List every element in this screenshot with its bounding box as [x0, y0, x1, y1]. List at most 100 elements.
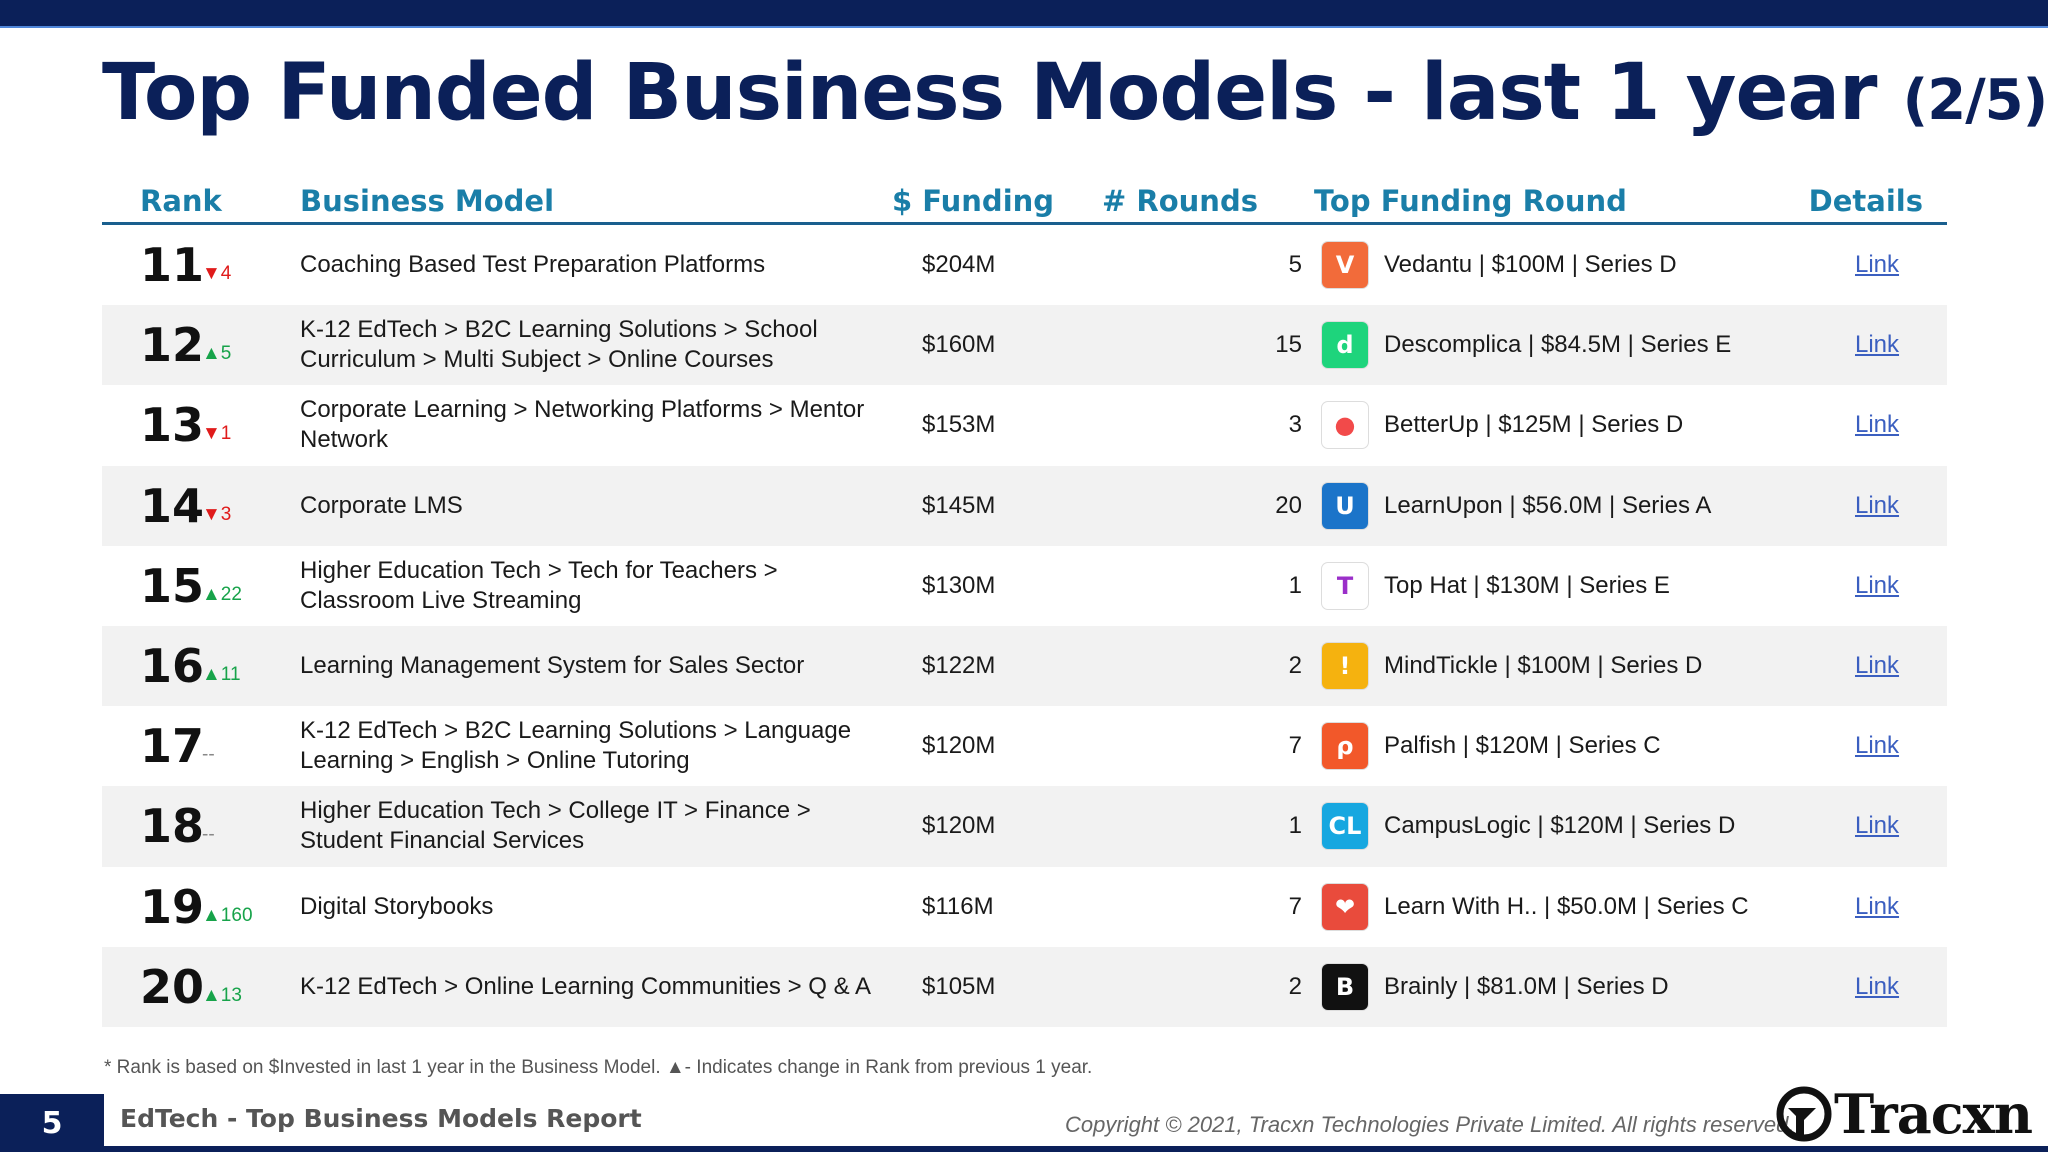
details-link[interactable]: Link: [1855, 892, 1900, 920]
top-funding-round: Vedantu | $100M | Series D: [1384, 251, 1677, 279]
table-row: 12 ▲5 K-12 EdTech > B2C Learning Solutions…: [102, 305, 1947, 386]
rounds-count-value: 3: [1288, 411, 1302, 439]
business-model-name: Digital Storybooks: [300, 892, 494, 920]
details-link[interactable]: Link: [1855, 812, 1900, 840]
palfish-logo-icon: ρ: [1322, 723, 1368, 770]
page-number: 5: [0, 1094, 104, 1152]
funding-amount: $153M: [922, 411, 996, 439]
funding-amount: $120M: [922, 812, 996, 840]
business-model-name: K-12 EdTech > B2C Learning Solutions > S…: [300, 316, 818, 374]
bottom-banner: [0, 1146, 2048, 1152]
learnwithhomer-logo-icon: ❤: [1322, 883, 1368, 930]
rank-number: 18: [140, 799, 205, 854]
table-row: 18 -- Higher Education Tech > College IT >…: [102, 786, 1947, 867]
title-page-indicator: (2/5): [1902, 68, 2048, 133]
details-link[interactable]: Link: [1855, 411, 1900, 439]
descomplica-logo-icon: d: [1322, 322, 1368, 369]
rank-change-indicator: ▲11: [202, 663, 241, 685]
details-link[interactable]: Link: [1855, 972, 1900, 1000]
rank-change-indicator: ▼4: [202, 262, 232, 284]
funding-amount: $120M: [922, 732, 996, 760]
details-link[interactable]: Link: [1855, 732, 1900, 760]
rank-number: 15: [140, 558, 205, 613]
rank-change-indicator: ▲160: [202, 904, 253, 926]
funding-amount: $116M: [922, 892, 994, 920]
rank-number: 20: [140, 959, 205, 1014]
rounds-count-value: 1: [1288, 812, 1302, 840]
details-link[interactable]: Link: [1855, 652, 1900, 680]
tracxn-mark-icon: [1776, 1086, 1832, 1142]
funding-amount: $105M: [922, 972, 996, 1000]
rounds-count: 1: [1177, 572, 1302, 600]
rank-number: 14: [140, 478, 205, 533]
funding-amount: $122M: [922, 652, 996, 680]
top-banner-accent: [0, 26, 2048, 28]
rounds-count: 7: [1177, 732, 1302, 760]
top-funding-round: Descomplica | $84.5M | Series E: [1384, 331, 1732, 359]
footnote: * Rank is based on $Invested in last 1 y…: [104, 1057, 1093, 1078]
top-funding-round: Palfish | $120M | Series C: [1384, 732, 1661, 760]
col-header-rounds: # Rounds: [1102, 184, 1258, 218]
top-banner: [0, 0, 2048, 26]
rounds-count-value: 1: [1288, 571, 1302, 599]
table-row: 20 ▲13 K-12 EdTech > Online Learning Commu…: [102, 946, 1947, 1027]
rank-change-indicator: ▲5: [202, 343, 232, 365]
tophat-logo-icon: T: [1322, 562, 1368, 609]
table-row: 13 ▼1 Corporate Learning > Networking Plat…: [102, 385, 1947, 465]
brainly-logo-icon: B: [1322, 963, 1368, 1010]
col-header-top-funding-round: Top Funding Round: [1314, 184, 1627, 218]
rounds-count-value: 15: [1275, 331, 1302, 359]
rank-change-indicator: --: [202, 744, 215, 766]
rank-change-indicator: ▼1: [202, 423, 232, 445]
top-funding-round: Brainly | $81.0M | Series D: [1384, 972, 1669, 1000]
rank-change-indicator: ▲22: [202, 583, 242, 605]
business-model-name: Coaching Based Test Preparation Platform…: [300, 251, 766, 279]
rounds-count: 15: [1177, 331, 1302, 359]
rounds-count: 3: [1177, 411, 1302, 439]
table-row: 14 ▼3 Corporate LMS $145M 20 U LearnUpon | $56…: [102, 465, 1947, 546]
col-header-funding: $ Funding: [892, 184, 1055, 218]
table-body: 11 ▼4 Coaching Based Test Preparation Plat…: [102, 225, 1947, 1027]
rank-number: 11: [140, 238, 205, 293]
rounds-count: 7: [1177, 893, 1302, 921]
betterup-logo-icon: ●: [1322, 402, 1368, 449]
table-row: 19 ▲160 Digital Storybooks $116M 7 ❤ Learn Wit…: [102, 867, 1947, 947]
top-funding-round: MindTickle | $100M | Series D: [1384, 652, 1703, 680]
details-link[interactable]: Link: [1855, 571, 1900, 599]
table-row: 11 ▼4 Coaching Based Test Preparation Plat…: [102, 225, 1947, 305]
rank-change-indicator: ▲13: [202, 984, 242, 1006]
page-title: Top Funded Business Models - last 1 year…: [102, 48, 2048, 138]
funding-amount: $145M: [922, 491, 996, 519]
col-header-details: Details: [1808, 184, 1923, 218]
copyright-notice: Copyright © 2021, Tracxn Technologies Pr…: [1065, 1112, 1795, 1137]
rounds-count: 5: [1177, 251, 1302, 279]
rank-number: 13: [140, 398, 205, 453]
brand-name: Tracxn: [1834, 1082, 2033, 1146]
vedantu-logo-icon: V: [1322, 242, 1368, 289]
funding-amount: $160M: [922, 331, 996, 359]
details-link[interactable]: Link: [1855, 491, 1900, 519]
rank-number: 19: [140, 879, 205, 934]
top-funding-round: Top Hat | $130M | Series E: [1384, 571, 1670, 599]
rounds-count-value: 5: [1288, 251, 1302, 279]
rank-change-indicator: ▼3: [202, 503, 232, 525]
table-row: 16 ▲11 Learning Management System for Sale…: [102, 625, 1947, 707]
funding-amount: $204M: [922, 251, 996, 279]
title-main: Top Funded Business Models - last 1 year: [102, 48, 1877, 138]
rounds-count: 2: [1177, 652, 1302, 680]
rank-change-indicator: --: [202, 824, 215, 846]
rounds-count-value: 7: [1288, 732, 1302, 760]
rounds-count: 2: [1177, 973, 1302, 1001]
rounds-count-value: 20: [1275, 491, 1302, 519]
rounds-count-value: 2: [1288, 652, 1302, 680]
top-funding-round: Learn With H.. | $50.0M | Series C: [1384, 892, 1749, 920]
rounds-count-value: 7: [1288, 892, 1302, 920]
business-model-name: Higher Education Tech > College IT > Fin…: [300, 797, 811, 855]
report-name: EdTech - Top Business Models Report: [120, 1104, 642, 1133]
table-row: 17 -- K-12 EdTech > B2C Learning Solutions…: [102, 706, 1947, 786]
col-header-business-model: Business Model: [300, 184, 555, 218]
details-link[interactable]: Link: [1855, 251, 1900, 279]
top-funding-round: BetterUp | $125M | Series D: [1384, 411, 1684, 439]
details-link[interactable]: Link: [1855, 331, 1900, 359]
business-model-name: Corporate LMS: [300, 491, 463, 519]
